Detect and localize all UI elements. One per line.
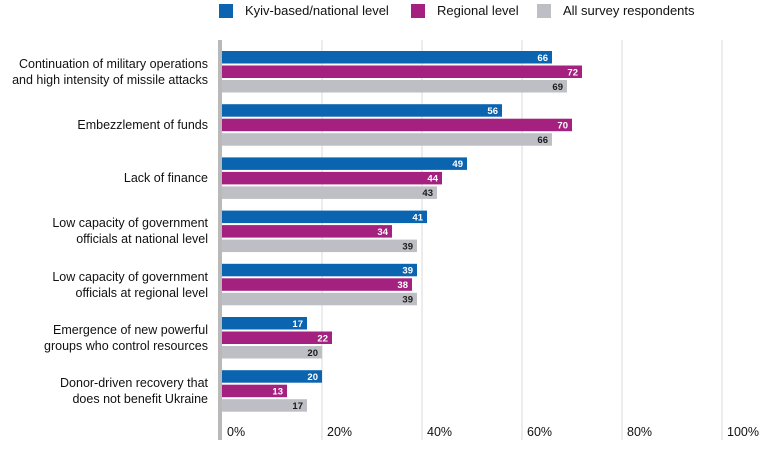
x-tick-label: 80% [627,425,653,439]
category-label-line: Low capacity of government [52,269,208,284]
legend-item-kyiv: Kyiv-based/national level [219,3,389,18]
bar [222,171,442,185]
category-label: Low capacity of government officials at r… [0,269,208,301]
data-label: 72 [567,67,578,78]
legend-swatch-all [537,3,551,18]
data-label: 69 [552,82,563,93]
data-label: 44 [427,174,438,185]
category-label-line: and high intensity of missile attacks [12,72,208,87]
data-label: 22 [317,333,328,344]
category-label-line: Donor-driven recovery that [60,375,208,390]
bar [222,133,552,146]
data-label: 70 [557,120,568,131]
bar [222,239,417,253]
category-label-line: does not benefit Ukraine [72,391,208,406]
category-label-line: Low capacity of government [52,216,208,231]
legend-item-all: All survey respondents [537,3,695,18]
data-label: 38 [397,280,408,291]
bar [222,399,307,412]
category-label-line: Lack of finance [123,171,208,186]
category-label-line: Emergence of new powerful [53,322,208,337]
data-label: 20 [307,348,318,359]
data-label: 66 [537,53,548,64]
legend-label-regional: Regional level [437,3,519,18]
category-label: Low capacity of government officials at n… [0,215,208,247]
bar [222,278,412,291]
data-label: 39 [402,295,413,306]
legend: Kyiv-based/national level Regional level… [0,3,764,23]
category-label-line: Continuation of military operations [19,56,208,71]
y-axis-line [218,40,222,440]
data-label: 17 [292,401,303,412]
bar [222,346,322,359]
bar [222,157,467,170]
bar [222,331,332,344]
data-label: 13 [272,386,283,397]
category-label-line: Embezzlement of funds [77,117,208,132]
legend-swatch-kyiv [219,3,233,18]
category-label: Emergence of new powerful groups who cont… [0,322,208,354]
legend-label-all: All survey respondents [563,3,695,18]
category-label: Lack of finance [0,170,208,186]
bar [222,186,437,199]
category-label: Donor-driven recovery that does not benef… [0,375,208,407]
data-label: 66 [537,135,548,146]
x-tick-label: 40% [427,425,453,439]
x-tick-label: 20% [327,425,353,439]
bar [222,317,307,330]
data-label: 39 [402,266,413,277]
data-label: 41 [412,212,423,223]
bar [222,65,582,78]
bar [222,51,552,64]
data-label: 17 [292,319,303,330]
data-label: 43 [422,188,433,199]
x-tick-label: 0% [227,425,246,439]
bar [222,80,567,93]
x-tick-label: 60% [527,425,553,439]
data-label: 39 [402,241,413,252]
bar [222,104,502,117]
data-label: 20 [307,372,318,383]
bar [222,384,287,398]
data-label: 56 [487,106,498,117]
bar [222,263,417,277]
legend-item-regional: Regional level [411,3,519,18]
bar [222,370,322,383]
legend-swatch-regional [411,3,425,18]
data-label: 49 [452,159,463,170]
legend-label-kyiv: Kyiv-based/national level [245,3,389,18]
bar [222,118,572,132]
x-tick-label: 100% [727,425,759,439]
data-label: 34 [377,227,388,238]
category-label-line: officials at national level [76,232,208,247]
bar [222,225,392,238]
category-label: Continuation of military operations and h… [0,56,208,88]
bar [222,210,427,224]
category-label: Embezzlement of funds [0,117,208,133]
category-label-line: officials at regional level [75,285,208,300]
bar [222,292,417,306]
category-label-line: groups who control resources [44,338,208,353]
